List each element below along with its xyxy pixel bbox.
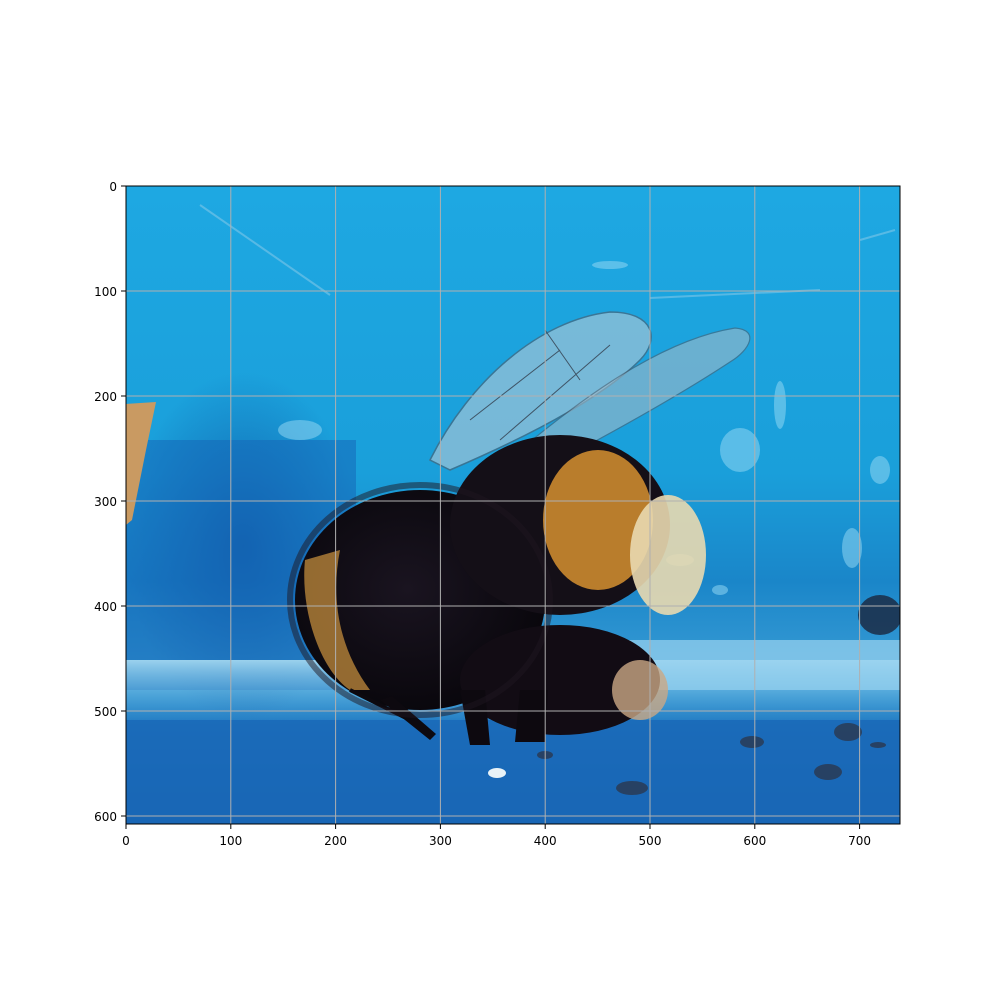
y-axis — [121, 185, 126, 817]
x-tick-label: 400 — [534, 834, 557, 848]
x-tick-label: 100 — [219, 834, 242, 848]
x-tick-label: 0 — [122, 834, 130, 848]
x-tick-label: 200 — [324, 834, 347, 848]
y-tick-label: 300 — [94, 495, 117, 509]
y-tick-label: 500 — [94, 705, 117, 719]
photo — [126, 186, 900, 824]
y-tick-label: 400 — [94, 600, 117, 614]
x-tick-label: 600 — [743, 834, 766, 848]
x-axis — [125, 824, 861, 829]
x-tick-label: 500 — [639, 834, 662, 848]
x-tick-label: 300 — [429, 834, 452, 848]
x-tick-label: 700 — [848, 834, 871, 848]
y-tick-label: 600 — [94, 810, 117, 824]
axes-frame — [125, 185, 901, 825]
y-tick-label: 100 — [94, 285, 117, 299]
y-tick-label: 0 — [109, 180, 117, 194]
y-tick-label: 200 — [94, 390, 117, 404]
